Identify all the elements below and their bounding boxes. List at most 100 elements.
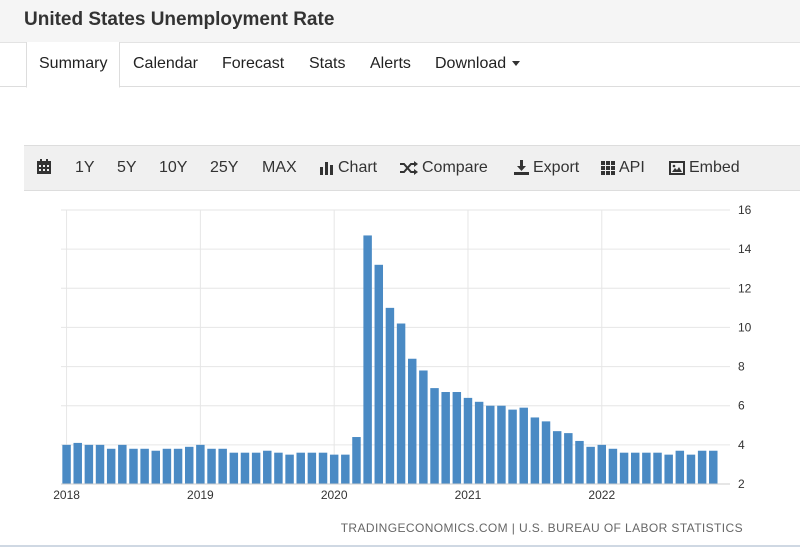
bar-chart-icon — [320, 162, 333, 175]
bar — [263, 450, 272, 484]
x-tick-label: 2019 — [187, 488, 214, 502]
x-tick-label: 2022 — [588, 488, 615, 502]
bar — [240, 452, 250, 484]
bar-layer — [62, 235, 718, 484]
y-tick-label: 10 — [738, 320, 752, 334]
axis-layer: 2 4 6 8 10 12 14 16 2018 2019 2020 2021 2022 — [53, 203, 751, 502]
bar — [296, 452, 305, 484]
bar — [229, 452, 239, 484]
chart-type-label: Chart — [338, 159, 378, 176]
export-label: Export — [533, 159, 580, 176]
bar — [118, 444, 127, 484]
bar — [552, 431, 562, 484]
title-bar: United States Unemployment Rate — [0, 0, 800, 43]
bar — [140, 448, 149, 484]
bar — [385, 307, 395, 484]
bar — [285, 454, 294, 484]
download-icon — [514, 160, 529, 175]
bar — [597, 444, 607, 484]
unemployment-bar-chart: 2 4 6 8 10 12 14 16 2018 2019 2020 2021 2022 TRADING… — [53, 203, 751, 535]
range-max-button[interactable]: MAX — [262, 159, 297, 176]
tab-forecast[interactable]: Forecast — [222, 55, 285, 72]
embed-label: Embed — [689, 159, 740, 176]
bar — [619, 452, 629, 484]
bar — [564, 433, 573, 484]
bar — [508, 409, 517, 484]
x-tick-label: 2021 — [455, 488, 482, 502]
range-1y-button[interactable]: 1Y — [75, 159, 95, 176]
bar — [530, 417, 540, 484]
y-tick-label: 14 — [738, 242, 752, 256]
bar — [441, 392, 450, 484]
bar — [251, 452, 261, 484]
tab-stats[interactable]: Stats — [309, 55, 346, 72]
bar — [363, 235, 372, 484]
chart-type-button[interactable]: Chart — [320, 146, 377, 190]
bar — [162, 448, 172, 484]
calendar-icon — [37, 159, 51, 174]
bar — [474, 401, 484, 484]
bar — [709, 450, 718, 484]
embed-button[interactable]: Embed — [669, 146, 740, 190]
y-tick-label: 8 — [738, 360, 745, 374]
bar — [541, 421, 551, 484]
bar — [586, 446, 595, 484]
footer-divider — [0, 545, 800, 547]
tab-alerts[interactable]: Alerts — [370, 55, 411, 72]
range-10y-button[interactable]: 10Y — [159, 159, 188, 176]
bar — [84, 444, 94, 484]
compare-button[interactable]: Compare — [400, 146, 488, 190]
bar — [73, 442, 82, 484]
bar — [642, 452, 651, 484]
bar — [486, 405, 495, 484]
bar — [352, 437, 361, 484]
bar — [452, 392, 462, 484]
bar — [697, 450, 707, 484]
bar — [329, 454, 339, 484]
x-tick-label: 2018 — [53, 488, 80, 502]
range-5y-button[interactable]: 5Y — [117, 159, 137, 176]
tab-download[interactable]: Download — [435, 42, 521, 86]
bar — [151, 450, 161, 484]
bar — [653, 452, 662, 484]
shuffle-icon — [400, 161, 418, 175]
y-tick-label: 16 — [738, 203, 752, 217]
chart-toolbar: 1Y 5Y 10Y 25Y MAX Chart Compare Export A… — [24, 145, 800, 191]
tab-summary[interactable]: Summary — [26, 42, 121, 88]
bar — [196, 444, 205, 484]
bar — [184, 446, 194, 484]
bar — [664, 454, 673, 484]
api-button[interactable]: API — [601, 146, 645, 190]
bar — [675, 450, 685, 484]
bar — [374, 264, 384, 484]
export-button[interactable]: Export — [514, 146, 579, 190]
bar — [106, 448, 116, 484]
bar — [519, 407, 528, 484]
x-tick-label: 2020 — [321, 488, 348, 502]
bar — [274, 452, 283, 484]
bar — [430, 388, 439, 484]
bar — [173, 448, 183, 484]
bar — [463, 397, 473, 484]
y-tick-label: 12 — [738, 281, 752, 295]
bar — [396, 323, 406, 484]
calendar-button[interactable] — [36, 146, 56, 190]
y-tick-label: 6 — [738, 399, 745, 413]
tab-bar: Summary Calendar Forecast Stats Alerts D… — [0, 42, 800, 88]
chart-source: TRADINGECONOMICS.COM | U.S. BUREAU OF LA… — [341, 521, 743, 535]
bar — [575, 440, 584, 484]
caret-down-icon — [512, 61, 521, 67]
range-25y-button[interactable]: 25Y — [210, 159, 239, 176]
bar — [218, 448, 227, 484]
bar — [686, 454, 696, 484]
bar — [341, 454, 350, 484]
y-tick-label: 2 — [738, 477, 745, 491]
bar — [95, 444, 105, 484]
tab-calendar[interactable]: Calendar — [133, 55, 198, 72]
bar — [207, 448, 216, 484]
compare-label: Compare — [422, 159, 488, 176]
grid-layer — [61, 209, 730, 485]
page-title: United States Unemployment Rate — [24, 9, 335, 30]
bar — [608, 448, 618, 484]
bar — [62, 444, 71, 484]
